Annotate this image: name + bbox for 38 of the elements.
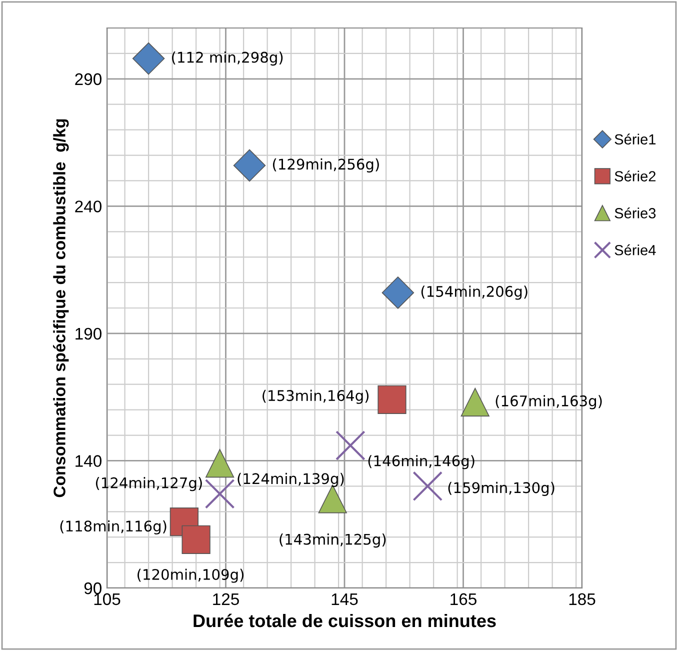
y-tick-label: 190 [76, 328, 102, 340]
point [132, 42, 165, 75]
y-tick-label: 290 [75, 73, 102, 86]
point [206, 448, 234, 478]
annotation: (167min,163g) [496, 395, 602, 410]
legend-label: Série4 [614, 244, 656, 256]
point [382, 276, 414, 309]
annotation: (143min,125g) [280, 534, 386, 548]
x-tick-label: 125 [213, 593, 239, 606]
annotation: (124min,127g) [96, 477, 202, 492]
point [412, 471, 443, 502]
annotation: (129min,256g) [272, 158, 379, 173]
point [233, 149, 266, 182]
annotation: (118min,116g) [60, 520, 166, 534]
y-tick-label: 90 [84, 582, 102, 594]
legend-label: Série1 [614, 134, 656, 145]
x-tick-label: 185 [569, 593, 596, 606]
annotation: (159min,130g) [448, 482, 554, 496]
y-tick-label: 240 [75, 200, 102, 212]
point [182, 525, 210, 554]
annotation: (124min,139g) [238, 472, 344, 487]
legend-label: Série3 [614, 207, 656, 218]
point [378, 385, 406, 414]
y-axis-title: Consommation spécifique du combustible g/kg [53, 119, 69, 498]
x-axis-title: Durée totale de cuisson en minutes [194, 614, 496, 628]
point [460, 388, 490, 416]
y-tick-label: 140 [76, 455, 102, 467]
x-tick-label: 145 [332, 593, 358, 606]
point [336, 430, 366, 460]
annotation: (112 min,298g) [172, 51, 283, 66]
point [204, 478, 235, 509]
x-tick-label: 165 [450, 593, 476, 606]
annotation: (146min,146g) [368, 455, 474, 470]
x-tick-label: 105 [94, 593, 120, 606]
legend-label: Série2 [614, 170, 656, 182]
annotation: (120min,109g) [138, 568, 244, 583]
annotation: (154min,206g) [421, 286, 528, 300]
annotation: (153min,164g) [262, 390, 369, 404]
